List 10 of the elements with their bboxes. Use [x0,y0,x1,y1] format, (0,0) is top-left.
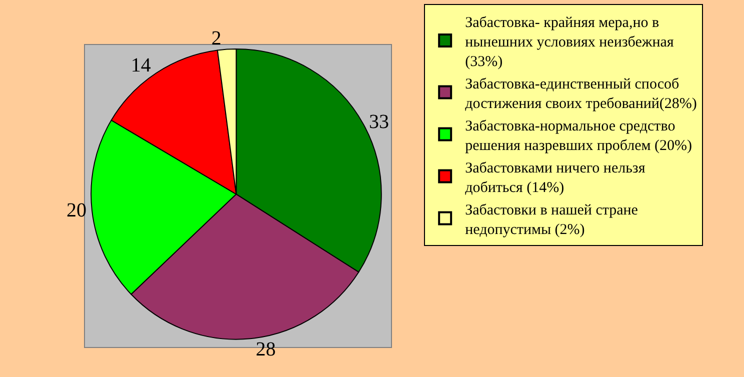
legend-label: Забастовками ничего нельзя добиться (14%) [465,160,646,196]
data-label: 33 [368,110,389,133]
data-label: 20 [66,200,87,222]
legend-label: Забастовка-единственный способ достижения своих требований(28%) [465,76,697,112]
legend-label: Забастовка-нормальное средство решения назревших проблем (20%) [465,118,692,154]
legend-label: Забастовки в нашей стране недопустимы (2%) [465,202,638,238]
legend-label: Забастовка- крайняя мера,но в нынешних условиях неизбежная (33%) [465,14,674,70]
data-label: 28 [256,338,276,361]
data-label: 14 [130,54,151,76]
data-label: 2 [211,27,222,50]
